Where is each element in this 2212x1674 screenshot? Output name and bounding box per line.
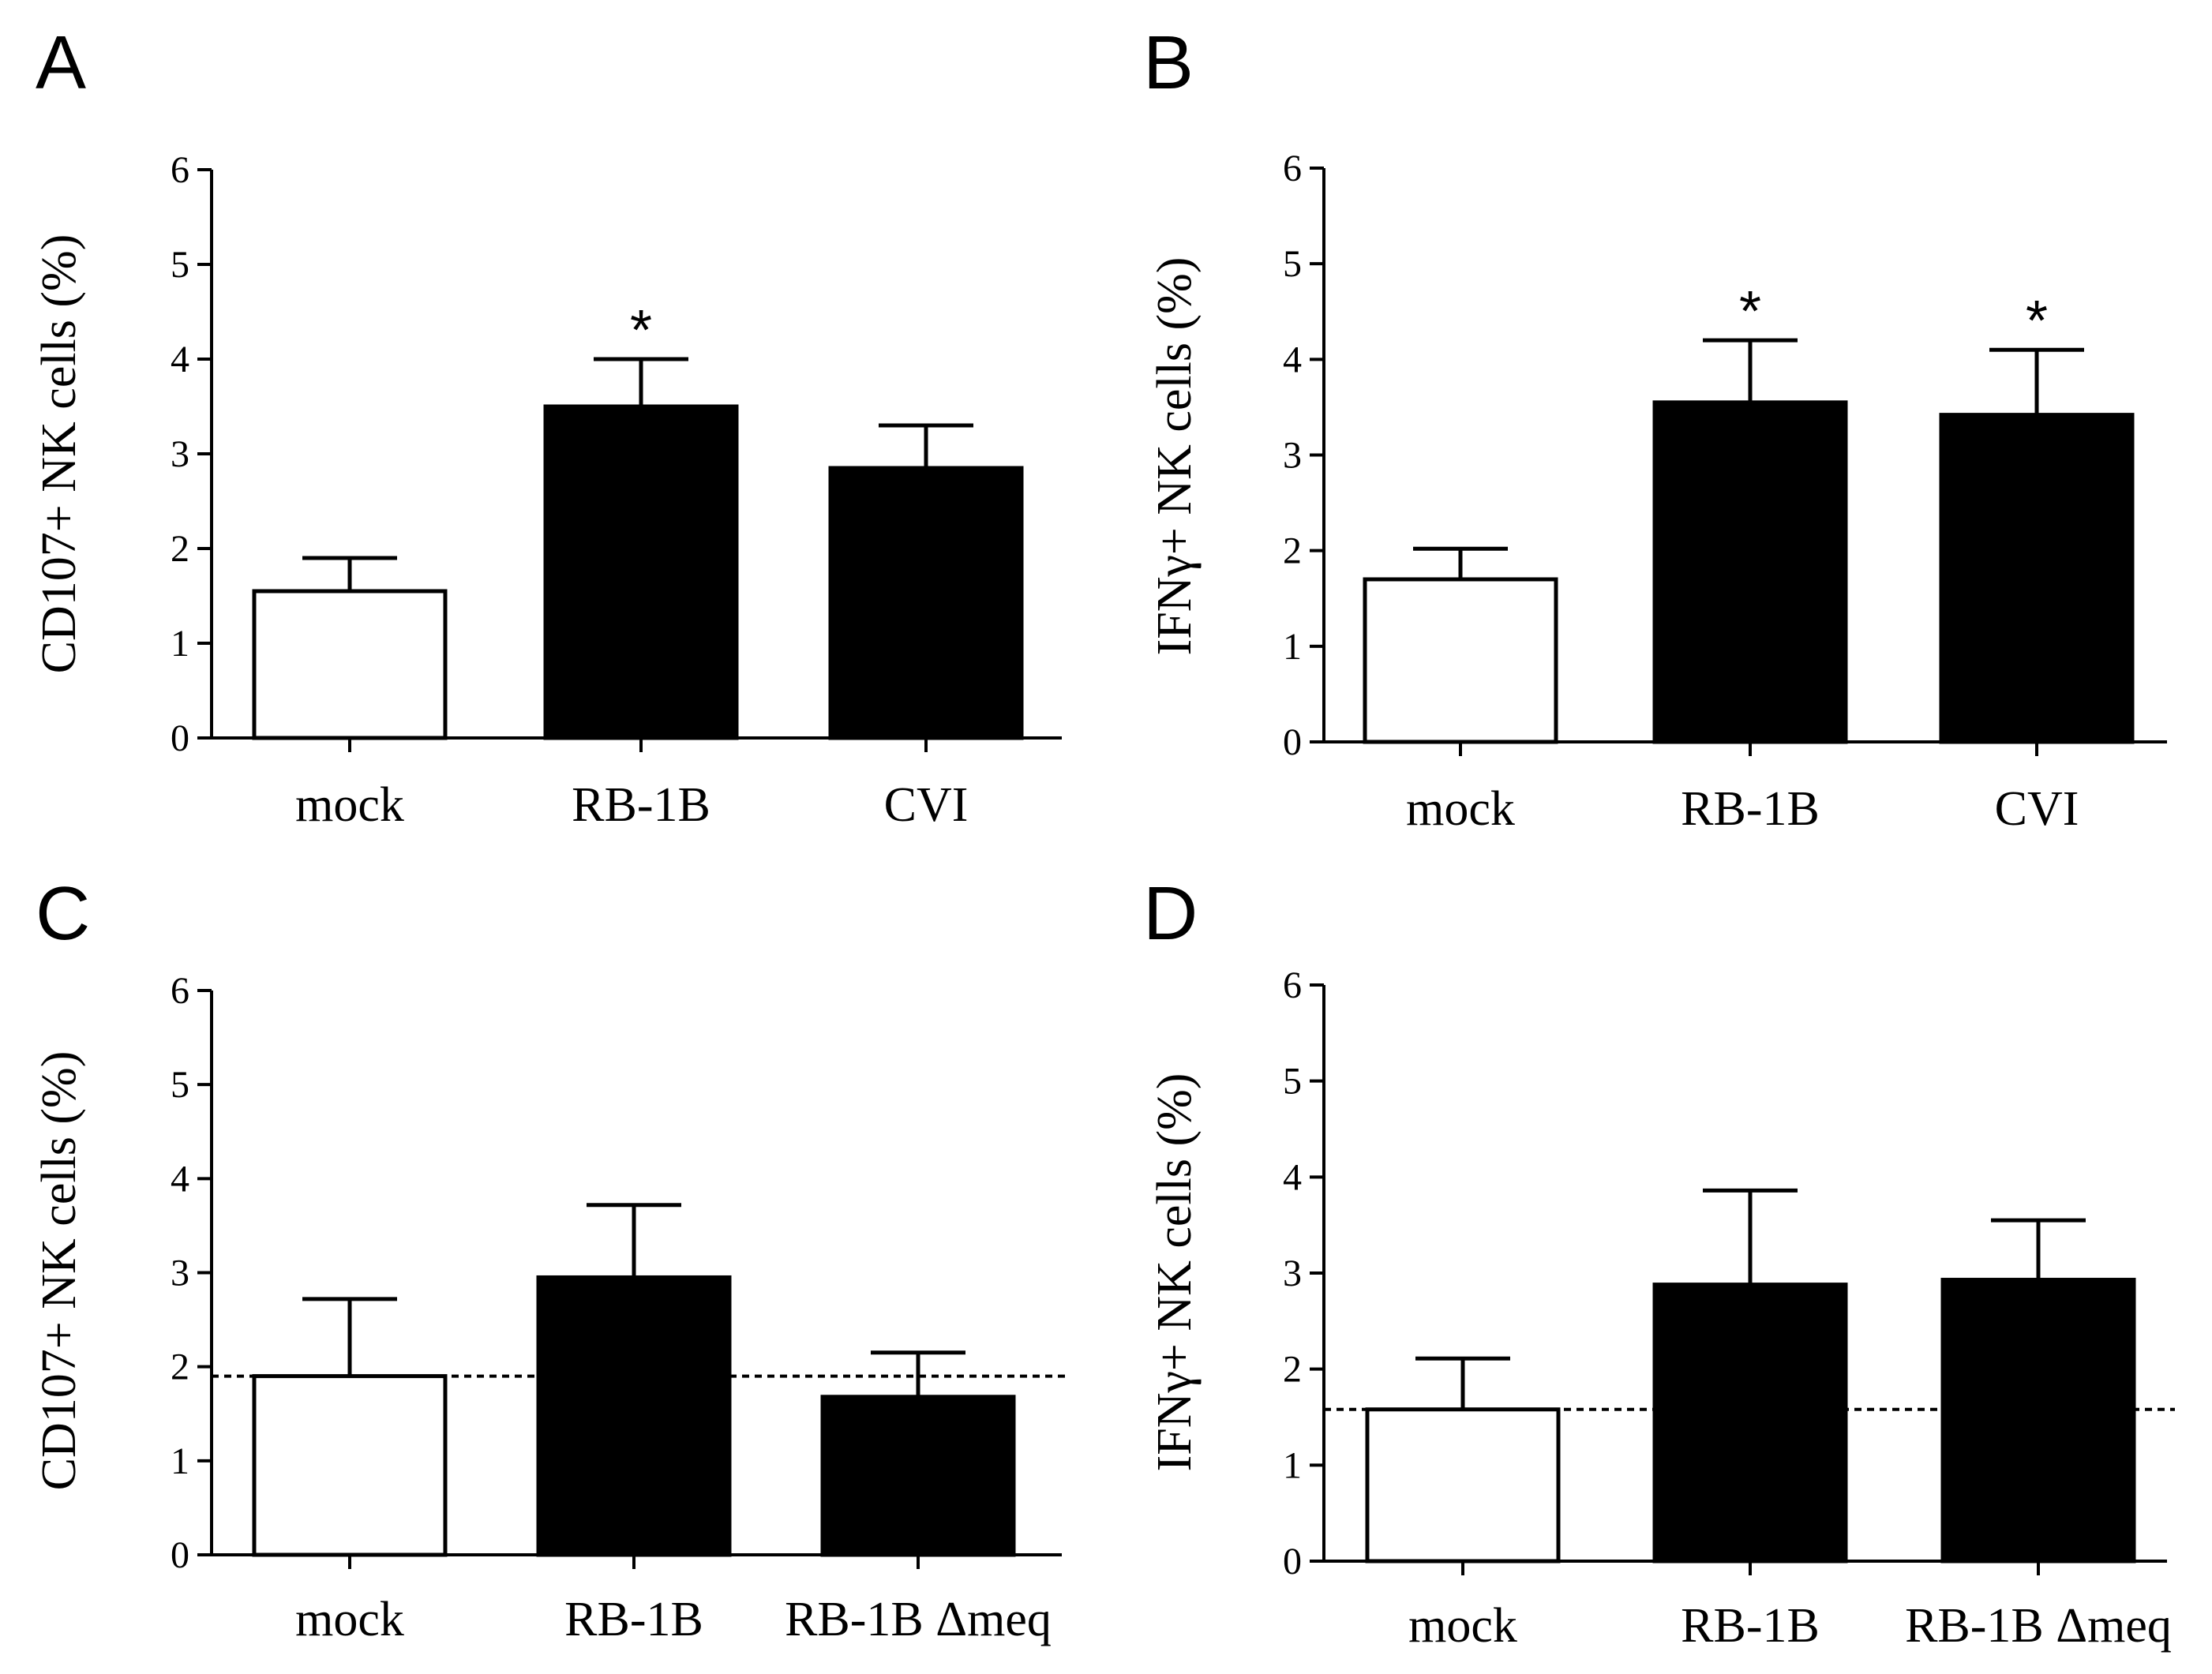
y-tick-label: 0: [171, 717, 189, 759]
y-tick-label: 2: [1283, 530, 1302, 572]
y-tick-label: 6: [1283, 964, 1302, 1006]
bar: [252, 1374, 448, 1557]
x-tick-label: mock: [295, 778, 404, 832]
y-tick-label: 0: [1283, 1541, 1302, 1582]
y-axis-title: CD107+ NK cells (%): [32, 1051, 86, 1491]
y-tick-label: 2: [171, 1346, 189, 1388]
y-tick-label: 5: [171, 244, 189, 286]
significance-star: *: [2026, 290, 2048, 353]
panel-c: C CD107+ NK cells (%) 0 1 2 3 4 5 6 mock RB-1B RB-1…: [32, 871, 1070, 1646]
y-tick-label: 1: [1283, 1444, 1302, 1486]
panel-letter: C: [36, 871, 90, 956]
y-tick-label: 2: [1283, 1349, 1302, 1391]
x-tick-label: RB-1B: [1681, 1599, 1820, 1653]
y-axis-title: IFNγ+ NK cells (%): [1148, 1073, 1202, 1472]
y-tick-label: 5: [171, 1064, 189, 1106]
y-tick-label: 3: [171, 1253, 189, 1294]
bar: [1363, 577, 1558, 744]
y-tick-label: 1: [171, 623, 189, 665]
y-tick-label: 6: [1283, 148, 1302, 189]
bar: [828, 466, 1024, 740]
y-tick-label: 1: [1283, 626, 1302, 668]
x-tick-label: RB-1B: [572, 778, 710, 832]
x-tick-label: RB-1B Δmeq: [785, 1593, 1052, 1646]
y-tick-label: 0: [171, 1534, 189, 1576]
significance-star: *: [630, 299, 652, 362]
bar: [820, 1395, 1016, 1557]
y-axis-title: CD107+ NK cells (%): [32, 234, 86, 674]
panel-a: A CD107+ NK cells (%) 0 1 2 3 4 5 6 mock RB-1B * CVI: [32, 21, 1062, 832]
y-tick-label: 4: [171, 339, 189, 380]
y-tick-label: 4: [1283, 1156, 1302, 1198]
panel-letter: A: [36, 21, 86, 105]
y-tick-label: 5: [1283, 1061, 1302, 1103]
bar: [252, 589, 448, 740]
bar: [543, 404, 739, 740]
y-tick-label: 3: [1283, 1253, 1302, 1294]
panel-letter: B: [1143, 21, 1194, 105]
bar: [1940, 1278, 2136, 1564]
bar: [1365, 1407, 1561, 1564]
panel-d: D IFNγ+ NK cells (%) 0 1 2 3 4 5 6 mock RB-1B RB-1B…: [1143, 871, 2175, 1653]
x-tick-label: mock: [1406, 782, 1515, 836]
y-tick-label: 0: [1283, 721, 1302, 763]
x-tick-label: mock: [1408, 1599, 1517, 1653]
x-tick-label: CVI: [884, 778, 969, 832]
y-axis-title: IFNγ+ NK cells (%): [1148, 257, 1202, 656]
x-tick-label: CVI: [1995, 782, 2079, 836]
y-tick-label: 2: [171, 528, 189, 570]
x-tick-label: RB-1B: [564, 1593, 703, 1646]
panel-letter: D: [1143, 871, 1198, 956]
bar: [1652, 1283, 1848, 1564]
y-tick-label: 4: [1283, 339, 1302, 380]
bar: [1652, 400, 1848, 744]
y-tick-label: 5: [1283, 243, 1302, 285]
panel-b: B IFNγ+ NK cells (%) 0 1 2 3 4 5 6 mock RB-1B * CVI *: [1143, 21, 2167, 836]
bar: [1939, 413, 2135, 744]
bar: [536, 1275, 732, 1557]
y-tick-label: 3: [1283, 435, 1302, 477]
x-tick-label: RB-1B Δmeq: [1905, 1599, 2172, 1653]
y-tick-label: 6: [171, 149, 189, 191]
x-tick-label: mock: [295, 1593, 404, 1646]
significance-star: *: [1739, 280, 1761, 343]
y-tick-label: 6: [171, 970, 189, 1012]
y-tick-label: 4: [171, 1158, 189, 1200]
x-tick-label: RB-1B: [1681, 782, 1820, 836]
y-tick-label: 3: [171, 433, 189, 475]
y-tick-label: 1: [171, 1440, 189, 1482]
